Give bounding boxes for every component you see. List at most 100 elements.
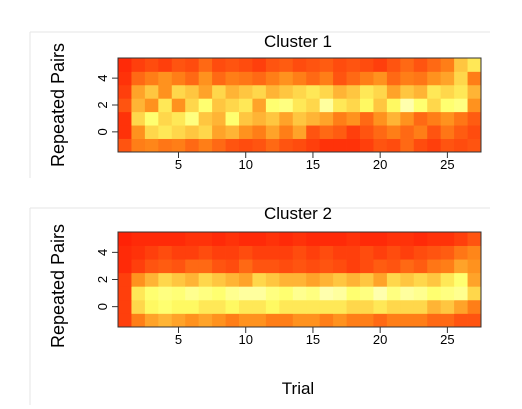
heatmap-cell — [158, 259, 173, 274]
heatmap-cell — [239, 125, 253, 139]
heatmap-cell — [440, 299, 455, 314]
heatmap-cell — [413, 98, 428, 113]
y-tick-label: 0 — [95, 128, 110, 135]
heatmap-cell — [373, 58, 388, 72]
heatmap-cell — [454, 58, 468, 72]
heatmap-cell — [158, 84, 173, 99]
heatmap-cell — [400, 58, 415, 72]
heatmap-cell — [158, 232, 173, 246]
heatmap-cell — [198, 125, 213, 139]
heatmap-cell — [319, 299, 334, 314]
heatmap-cell — [333, 125, 347, 139]
heatmap-cell — [265, 138, 280, 153]
cluster-2-title: Cluster 2 — [264, 204, 332, 223]
heatmap-cell — [185, 71, 200, 86]
heatmap-cell — [360, 71, 374, 86]
heatmap-cell — [467, 313, 482, 328]
heatmap-cell — [427, 71, 442, 86]
heatmap-cell — [265, 71, 280, 86]
heatmap-cell — [306, 58, 321, 72]
heatmap-cell — [427, 313, 442, 328]
heatmap-cell — [319, 138, 334, 153]
heatmap-cell — [440, 71, 455, 86]
heatmap-cell — [265, 232, 280, 246]
heatmap-cell — [319, 84, 334, 99]
x-tick-label: 5 — [175, 157, 182, 172]
heatmap-cell — [360, 313, 374, 328]
heatmap-cell — [118, 286, 132, 301]
heatmap-cell — [185, 58, 200, 72]
heatmap-cell — [346, 313, 361, 328]
heatmap-cell — [118, 272, 132, 287]
heatmap-cell — [279, 313, 294, 328]
heatmap-cell — [252, 71, 267, 86]
heatmap-cell — [386, 286, 401, 301]
heatmap-cell — [198, 272, 213, 287]
heatmap-cell — [131, 259, 146, 274]
heatmap-cell — [212, 286, 226, 301]
heatmap-cell — [346, 111, 361, 126]
heatmap-cell — [239, 138, 253, 153]
heatmap-cell — [319, 58, 334, 72]
heatmap-cell — [400, 84, 415, 99]
heatmap-cell — [131, 245, 146, 260]
heatmap-cell — [185, 138, 200, 153]
x-tick-label: 25 — [440, 332, 454, 347]
heatmap-cell — [346, 232, 361, 246]
heatmap-cell — [225, 245, 240, 260]
heatmap-cell — [467, 299, 482, 314]
heatmap-cell — [427, 286, 442, 301]
cluster-1-panel: Cluster 1 Repeated Pairs 5 10 15 20 25 0 2 4 — [48, 32, 482, 172]
heatmap-cell — [400, 299, 415, 314]
heatmap-cell — [185, 299, 200, 314]
heatmap-cell — [400, 98, 415, 113]
heatmap-cell — [198, 138, 213, 153]
heatmap-cell — [440, 111, 455, 126]
x-tick-label: 5 — [175, 332, 182, 347]
heatmap-cell — [198, 111, 213, 126]
heatmap-cell — [158, 71, 173, 86]
heatmap-cell — [225, 98, 240, 113]
heatmap-cell — [171, 245, 186, 260]
heatmap-cell — [252, 313, 267, 328]
heatmap-cell — [319, 98, 334, 113]
heatmap-cell — [185, 111, 200, 126]
heatmap-cell — [386, 245, 401, 260]
heatmap-cell — [239, 272, 253, 287]
heatmap-cell — [198, 259, 213, 274]
heatmap-cell — [467, 98, 482, 113]
heatmap-cell — [265, 58, 280, 72]
heatmap-cell — [185, 259, 200, 274]
heatmap-cell — [252, 245, 267, 260]
heatmap-cell — [118, 313, 132, 328]
heatmap-cell — [131, 313, 146, 328]
heatmap-cell — [413, 299, 428, 314]
heatmap-cell — [131, 272, 146, 287]
heatmap-cell — [360, 232, 374, 246]
heatmap-cell — [131, 111, 146, 126]
heatmap-cell — [440, 84, 455, 99]
heatmap-cell — [360, 58, 374, 72]
heatmap-cell — [185, 286, 200, 301]
heatmap-cell — [239, 313, 253, 328]
heatmap-cell — [225, 299, 240, 314]
heatmap-cell — [131, 125, 146, 139]
heatmap-cell — [252, 259, 267, 274]
heatmap-cell — [373, 84, 388, 99]
heatmap-cell — [225, 58, 240, 72]
heatmap-cell — [386, 272, 401, 287]
heatmap-cell — [198, 299, 213, 314]
heatmap-cell — [454, 286, 468, 301]
heatmap-cell — [346, 272, 361, 287]
heatmap-cell — [427, 245, 442, 260]
heatmap-cell — [360, 245, 374, 260]
heatmap-cell — [252, 138, 267, 153]
heatmap-cell — [158, 125, 173, 139]
heatmap-cell — [239, 245, 253, 260]
heatmap-cell — [212, 245, 226, 260]
heatmap-cell — [212, 138, 226, 153]
x-tick-label: 10 — [238, 332, 252, 347]
heatmap-cell — [454, 259, 468, 274]
heatmap-cell — [198, 98, 213, 113]
heatmap-cell — [427, 138, 442, 153]
